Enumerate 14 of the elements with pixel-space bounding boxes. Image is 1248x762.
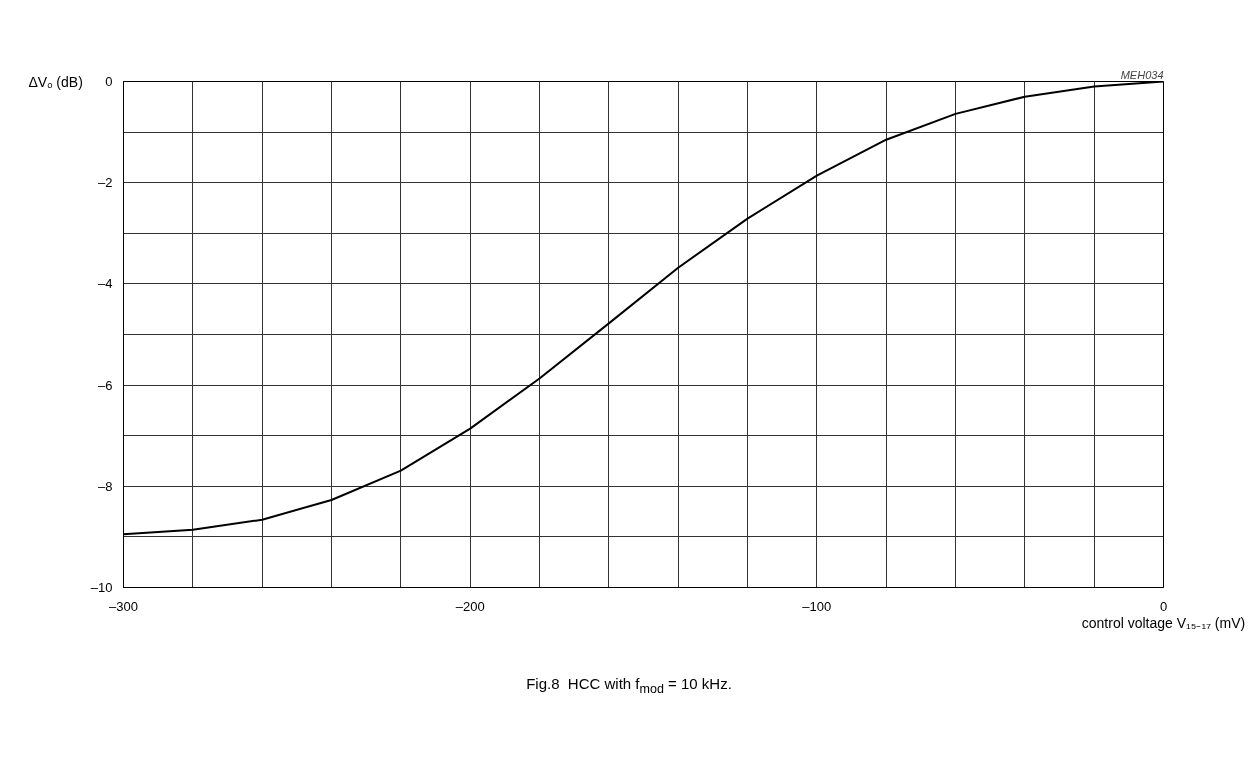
x-tick-label: –300 — [109, 598, 138, 614]
text: MEH034 — [1120, 68, 1164, 81]
x-tick-label: –100 — [802, 598, 832, 614]
y-tick-label: –10 — [90, 580, 113, 595]
y-tick-label: 0 — [105, 74, 113, 89]
x-axis-title: control voltage V₁₅₋₁₇ (mV) — [1081, 614, 1246, 631]
y-tick-label: –8 — [98, 478, 113, 494]
y-tick-label: –2 — [98, 175, 113, 191]
y-tick-label: –6 — [98, 377, 113, 393]
x-tick-label: 0 — [1159, 598, 1168, 614]
caption: Fig.8 HCC with f$_{mod}$ = 10 kHz. — [526, 674, 732, 698]
y-tick-label: –4 — [98, 276, 113, 292]
x-tick-label: –200 — [455, 598, 485, 614]
y-axis-title: ΔVₒ (dB) — [28, 73, 83, 90]
